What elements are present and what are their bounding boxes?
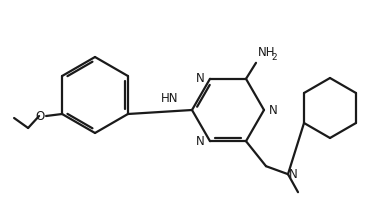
Text: O: O	[36, 110, 45, 122]
Text: HN: HN	[161, 92, 178, 106]
Text: N: N	[196, 135, 205, 148]
Text: N: N	[289, 168, 298, 181]
Text: N: N	[196, 72, 205, 85]
Text: 2: 2	[271, 53, 277, 62]
Text: NH: NH	[258, 46, 276, 59]
Text: N: N	[269, 104, 278, 116]
